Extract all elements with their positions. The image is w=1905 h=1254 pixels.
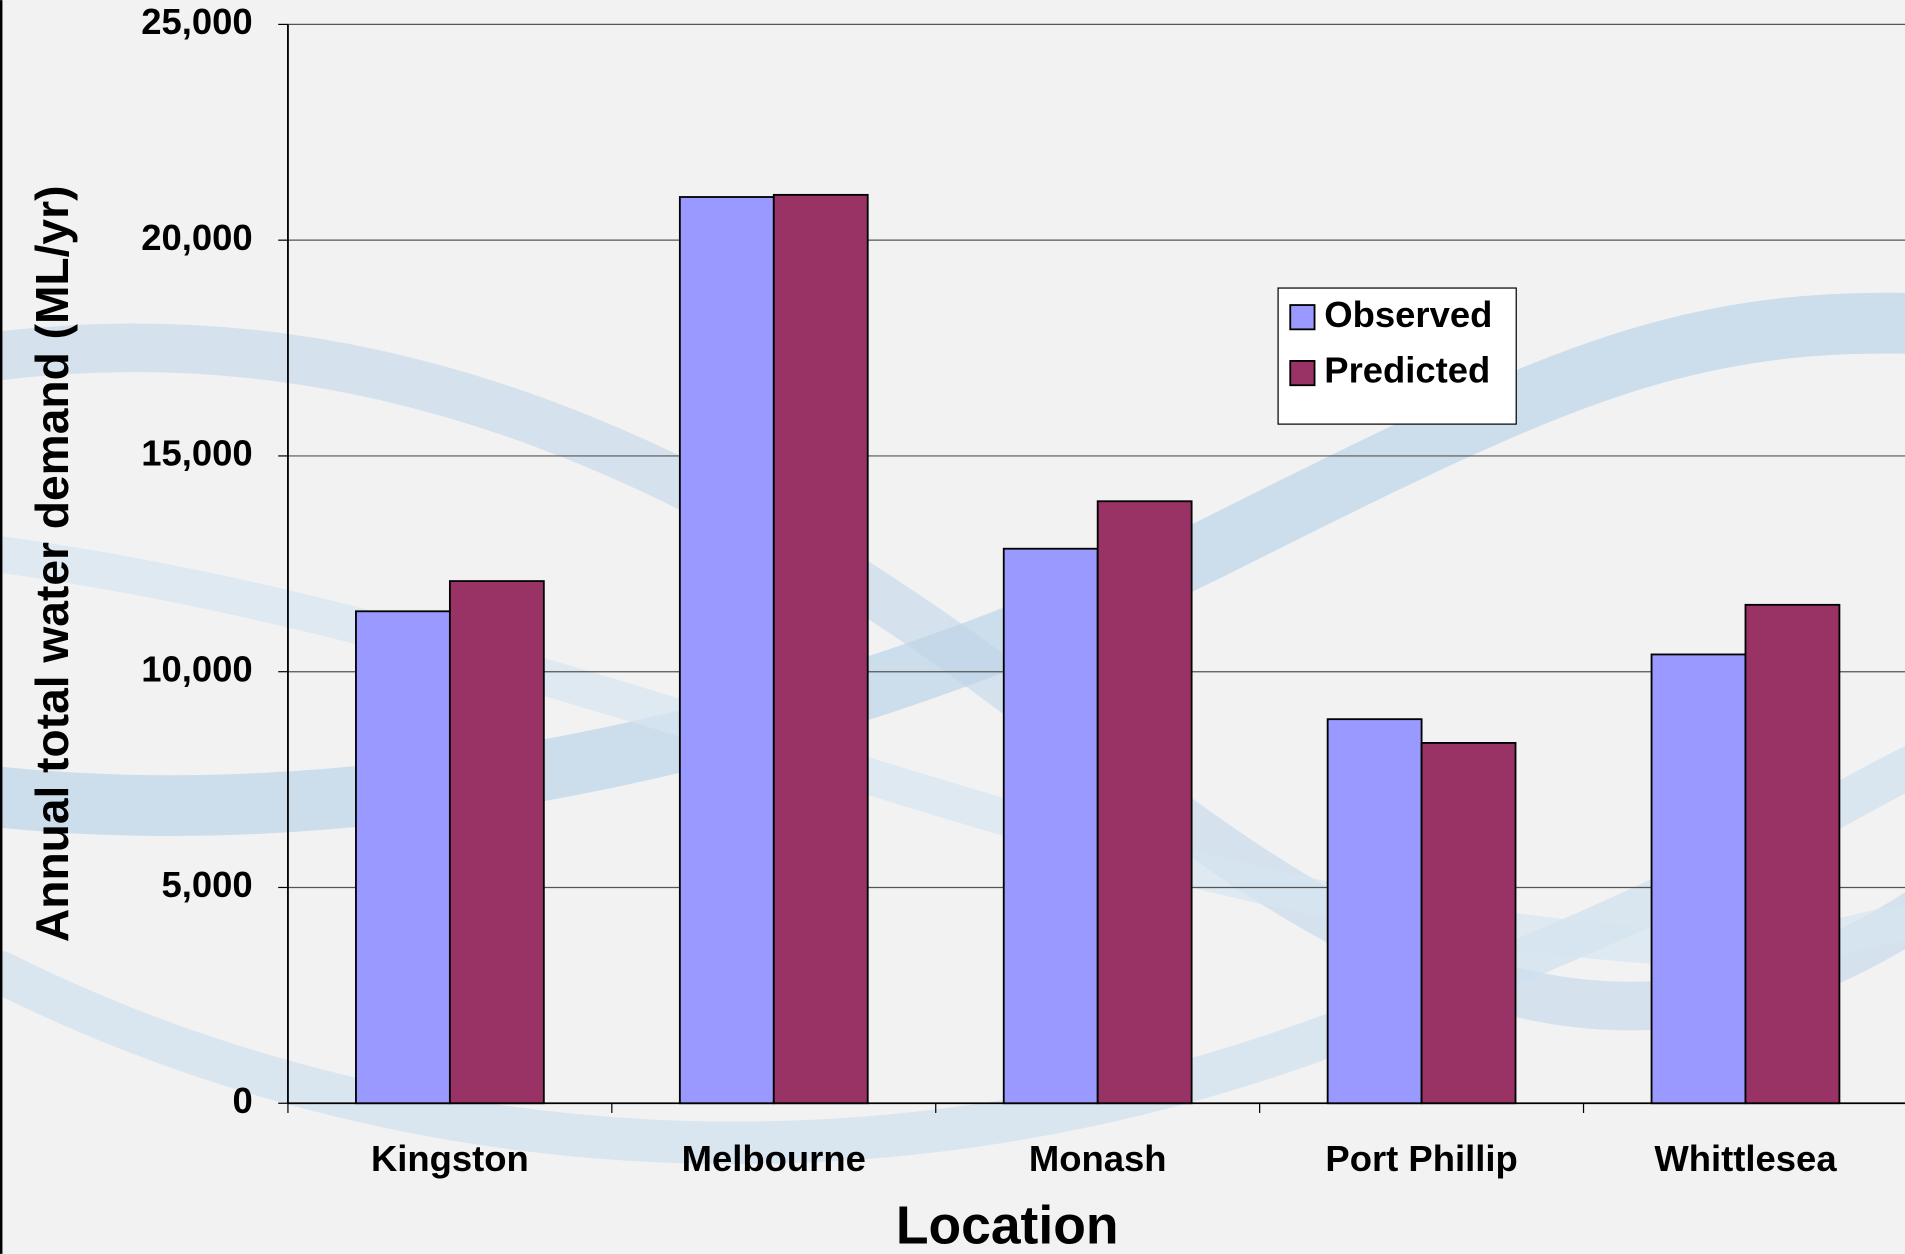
bar	[680, 197, 774, 1103]
x-tick-label: Monash	[1029, 1138, 1167, 1179]
bar	[774, 195, 868, 1103]
y-axis-label: Annual total water demand (ML/yr)	[26, 186, 78, 943]
x-tick-label: Whittlesea	[1654, 1138, 1837, 1179]
y-tick-label: 5,000	[162, 864, 253, 905]
x-tick-label: Kingston	[371, 1138, 529, 1179]
legend-swatch	[1290, 305, 1314, 329]
bar	[356, 611, 450, 1103]
legend-swatch	[1290, 361, 1314, 385]
bar	[1004, 549, 1098, 1104]
y-tick-label: 15,000	[141, 433, 252, 474]
legend-label: Predicted	[1324, 350, 1490, 391]
x-tick-label: Melbourne	[682, 1138, 866, 1179]
x-axis-label: Location	[896, 1197, 1119, 1254]
chart: Location Annual total water demand (ML/y…	[0, 0, 1905, 1254]
bar	[1745, 605, 1839, 1103]
bar	[1422, 743, 1516, 1103]
legend-label: Observed	[1324, 294, 1492, 335]
y-tick-label: 20,000	[141, 217, 252, 258]
bar	[450, 581, 544, 1103]
y-tick-label: 0	[232, 1080, 252, 1121]
y-tick-label: 10,000	[141, 648, 252, 689]
bar	[1098, 501, 1192, 1103]
bar	[1328, 719, 1422, 1103]
page: Location Annual total water demand (ML/y…	[0, 0, 1905, 1254]
bar	[1652, 654, 1746, 1103]
x-tick-label: Port Phillip	[1325, 1138, 1517, 1179]
y-tick-label: 25,000	[141, 1, 252, 42]
